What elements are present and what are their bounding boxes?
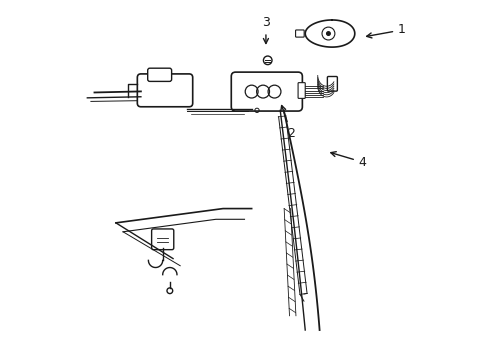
FancyBboxPatch shape [326,76,337,91]
FancyBboxPatch shape [151,229,173,249]
FancyBboxPatch shape [137,74,192,107]
FancyBboxPatch shape [147,68,171,81]
Text: 2: 2 [280,105,295,140]
Text: 3: 3 [262,16,269,44]
FancyBboxPatch shape [231,72,302,111]
Circle shape [326,32,329,35]
Text: 4: 4 [330,152,366,168]
FancyBboxPatch shape [295,30,304,37]
FancyBboxPatch shape [298,83,305,98]
Text: 1: 1 [366,23,405,38]
